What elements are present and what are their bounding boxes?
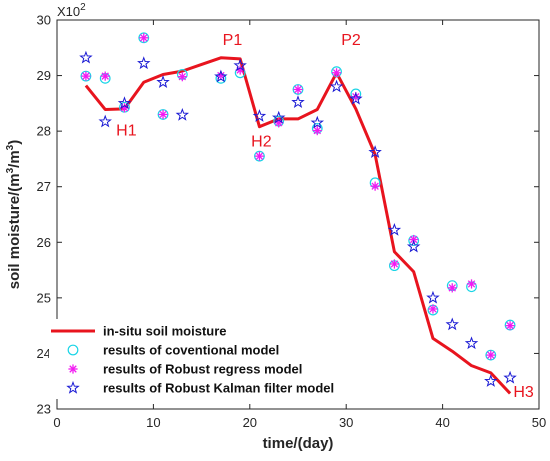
- data-point-star: [503, 370, 517, 384]
- legend: in-situ soil moisture results of coventio…: [49, 319, 367, 399]
- data-point-asterisk: [139, 33, 149, 43]
- y-tick-label: 27: [37, 179, 51, 194]
- data-point-asterisk: [370, 181, 380, 191]
- data-point-circle: [485, 349, 497, 361]
- axes-box: [56, 19, 540, 410]
- data-point-star: [484, 374, 498, 387]
- y-tick-label: 24: [37, 346, 51, 361]
- data-point-asterisk: [100, 71, 110, 81]
- data-point-circle: [292, 84, 304, 95]
- data-point-circle: [138, 32, 150, 44]
- data-point-star: [310, 115, 325, 129]
- axis-ticks: 0 10 20 30 40 50 23 24 25 26 27 28 29 30: [37, 13, 547, 431]
- annotation-label: P2: [341, 32, 361, 49]
- legend-entry: in-situ soil moisture: [51, 324, 227, 339]
- data-point-star: [175, 107, 190, 121]
- legend-label: results of coventional model: [103, 343, 279, 358]
- legend-entry: results of coventional model: [67, 343, 279, 358]
- data-point-asterisk: [505, 321, 515, 331]
- data-point-star: [156, 75, 170, 88]
- y-axis-label: soil moisture/(m3/m3): [5, 140, 23, 290]
- data-point-star: [214, 69, 228, 83]
- x-tick-label: 10: [146, 415, 160, 430]
- y-tick-label: 29: [37, 68, 51, 83]
- legend-box: [49, 319, 367, 399]
- data-point-asterisk: [409, 234, 419, 245]
- legend-label: results of Robust Kalman filter model: [103, 381, 334, 396]
- data-point-star: [445, 317, 459, 331]
- y-tick-label: 30: [37, 13, 51, 28]
- x-tick-label: 20: [243, 415, 257, 430]
- data-point-star: [387, 222, 402, 236]
- data-point-circle: [157, 109, 169, 120]
- legend-swatch-marker: [67, 344, 79, 356]
- series-line-in-situ: [84, 56, 512, 395]
- x-tick-label: 50: [532, 415, 546, 430]
- data-point-star: [117, 96, 132, 110]
- annotations: P1 P2 H1 H2 H3: [116, 32, 534, 401]
- data-point-star: [349, 91, 363, 105]
- data-point-star: [426, 290, 440, 304]
- data-point-asterisk: [177, 72, 187, 82]
- data-point-asterisk: [466, 279, 477, 289]
- data-point-star: [464, 336, 479, 350]
- data-point-asterisk: [158, 109, 168, 120]
- y-axis-multiplier: X102: [57, 2, 86, 19]
- annotation-label: H1: [116, 123, 137, 140]
- data-point-star: [79, 50, 93, 64]
- annotation-label: H2: [251, 134, 272, 151]
- legend-swatch-marker: [68, 364, 78, 374]
- data-point-star: [291, 95, 305, 108]
- data-point-star: [271, 110, 286, 124]
- data-point-star: [368, 145, 382, 158]
- x-tick-label: 40: [435, 415, 449, 430]
- legend-label: results of Robust regress model: [103, 362, 302, 377]
- x-tick-label: 0: [53, 415, 60, 430]
- legend-entry: results of Robust regress model: [68, 362, 302, 377]
- annotation-label: P1: [223, 32, 243, 49]
- data-point-circle: [254, 150, 265, 162]
- plot-area: [79, 32, 517, 395]
- legend-label: in-situ soil moisture: [103, 324, 227, 339]
- data-point-star: [233, 58, 247, 72]
- y-tick-label: 23: [37, 402, 51, 417]
- data-point-asterisk: [428, 304, 438, 314]
- x-tick-label: 30: [339, 415, 353, 430]
- data-point-asterisk: [447, 283, 457, 293]
- data-point-asterisk: [312, 125, 322, 136]
- y-tick-label: 28: [37, 124, 51, 139]
- data-point-asterisk: [331, 68, 342, 78]
- annotation-label: H3: [513, 384, 534, 401]
- x-axis-label: time/(day): [263, 435, 334, 452]
- data-point-star: [252, 109, 267, 122]
- data-point-asterisk: [486, 350, 496, 360]
- data-point-circle: [80, 70, 92, 82]
- data-point-star: [137, 56, 151, 70]
- y-tick-label: 26: [37, 235, 51, 250]
- legend-entry: results of Robust Kalman filter model: [66, 380, 334, 396]
- y-tick-label: 25: [37, 290, 51, 305]
- data-point-star: [329, 79, 344, 93]
- data-point-asterisk: [274, 118, 284, 128]
- data-point-asterisk: [293, 84, 303, 95]
- data-point-asterisk: [254, 151, 265, 161]
- data-point-star: [98, 114, 112, 128]
- data-point-asterisk: [389, 259, 399, 269]
- data-point-asterisk: [81, 71, 91, 81]
- data-point-star: [406, 239, 421, 253]
- legend-swatch-marker: [66, 380, 80, 394]
